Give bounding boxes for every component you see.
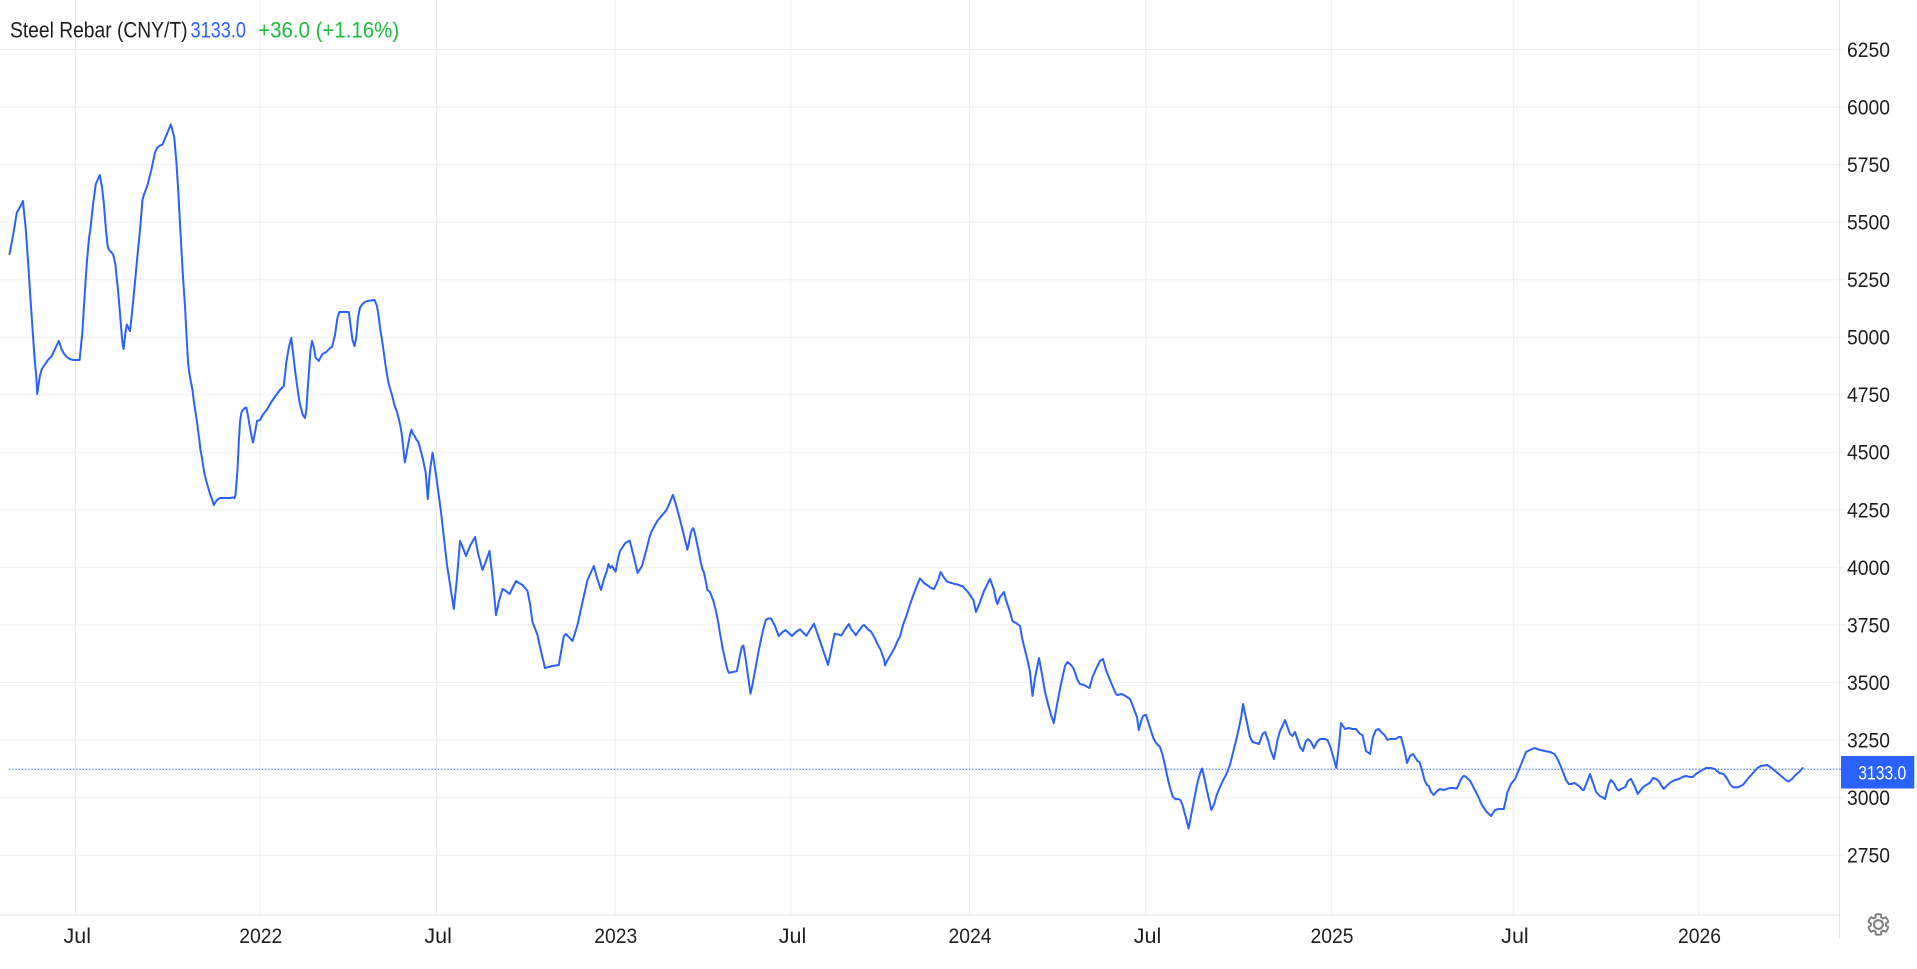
svg-text:Jul: Jul [424,925,452,948]
svg-text:+36.0 (+1.16%): +36.0 (+1.16%) [258,17,399,42]
svg-text:5250: 5250 [1847,269,1890,292]
svg-text:5750: 5750 [1847,154,1890,177]
svg-text:3133.0: 3133.0 [191,17,247,42]
svg-text:4250: 4250 [1847,499,1890,522]
svg-text:3500: 3500 [1847,672,1890,695]
svg-text:2026: 2026 [1678,925,1721,948]
svg-text:4000: 4000 [1847,557,1890,580]
svg-text:2750: 2750 [1847,845,1890,868]
svg-text:3133.0: 3133.0 [1858,763,1906,784]
svg-text:Jul: Jul [1501,925,1529,948]
svg-text:2022: 2022 [239,925,282,948]
svg-text:Steel Rebar (CNY/T): Steel Rebar (CNY/T) [10,17,188,42]
svg-text:5000: 5000 [1847,327,1890,350]
svg-text:Jul: Jul [1134,925,1162,948]
svg-text:4500: 4500 [1847,442,1890,465]
svg-text:4750: 4750 [1847,384,1890,407]
svg-text:2023: 2023 [594,925,637,948]
svg-text:2024: 2024 [949,925,992,948]
svg-text:2025: 2025 [1311,925,1354,948]
svg-text:6250: 6250 [1847,39,1890,62]
svg-text:3000: 3000 [1847,787,1890,810]
svg-text:Jul: Jul [64,925,92,948]
svg-text:Jul: Jul [779,925,807,948]
svg-text:3750: 3750 [1847,614,1890,637]
svg-text:6000: 6000 [1847,97,1890,120]
svg-text:3250: 3250 [1847,730,1890,753]
svg-text:5500: 5500 [1847,212,1890,235]
